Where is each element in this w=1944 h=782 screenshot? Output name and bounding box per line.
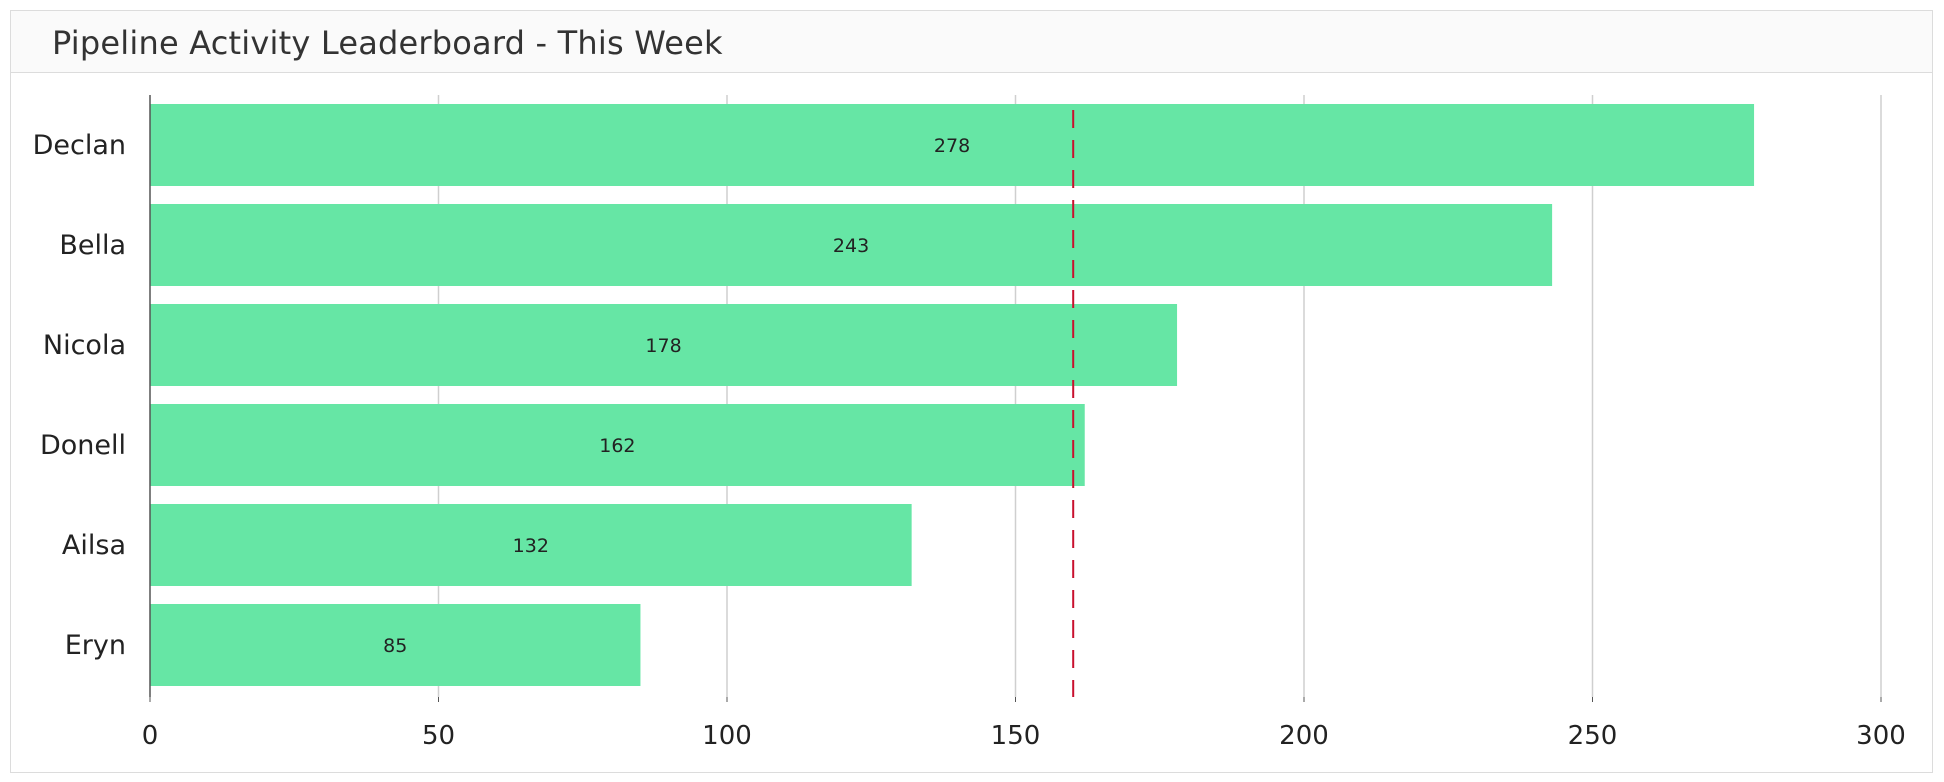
bar-declan [150, 104, 1755, 186]
value-label-donell: 162 [599, 435, 635, 457]
category-label-declan: Declan [33, 130, 126, 161]
x-tick-label: 200 [1279, 721, 1329, 751]
bar-nicola [150, 304, 1178, 386]
value-label-ailsa: 132 [513, 535, 549, 557]
bar-bella [150, 204, 1553, 286]
x-tick-label: 50 [422, 721, 455, 751]
value-label-nicola: 178 [645, 335, 681, 357]
x-tick-label: 100 [702, 721, 752, 751]
category-label-nicola: Nicola [43, 330, 126, 361]
labels: 0 50 100 150 200 250 300 278 Declan 243 Bella 178 Ni… [33, 130, 1906, 751]
bar-eryn [150, 604, 641, 686]
x-tick-label: 0 [142, 721, 159, 751]
category-label-ailsa: Ailsa [62, 530, 126, 561]
chart-title: Pipeline Activity Leaderboard - This Wee… [52, 24, 723, 62]
value-label-bella: 243 [833, 235, 869, 257]
category-label-bella: Bella [59, 230, 126, 261]
bar-donell [150, 404, 1085, 486]
value-label-eryn: 85 [383, 635, 407, 657]
category-label-eryn: Eryn [65, 630, 126, 661]
bar-ailsa [150, 504, 912, 586]
bars [150, 104, 1755, 686]
panel-header: Pipeline Activity Leaderboard - This Wee… [11, 11, 1932, 73]
gridlines [149, 95, 1882, 702]
x-tick-label: 150 [991, 721, 1041, 751]
category-label-donell: Donell [40, 430, 126, 461]
x-tick-label: 250 [1568, 721, 1618, 751]
value-label-declan: 278 [934, 135, 970, 157]
x-tick-label: 300 [1856, 721, 1906, 751]
